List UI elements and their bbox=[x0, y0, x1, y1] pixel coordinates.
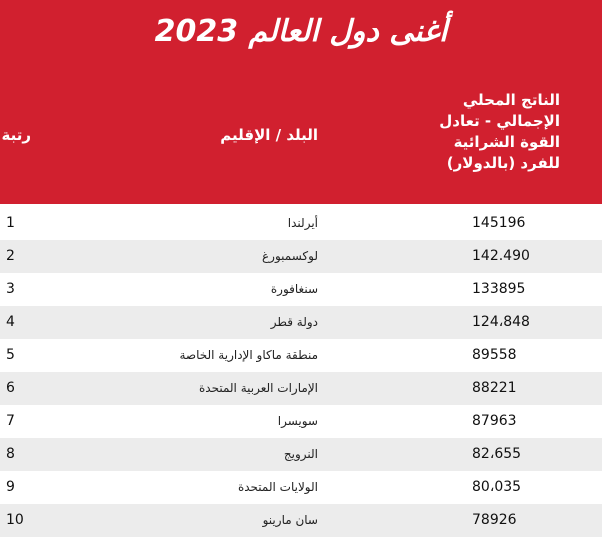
country-cell: النرويج bbox=[283, 447, 318, 461]
rank-cell: 3 bbox=[6, 281, 15, 297]
country-cell: أيرلندا bbox=[287, 216, 318, 230]
gdp-cell: 145196 bbox=[472, 215, 526, 231]
table-row: 3 سنغافورة 133895 bbox=[0, 273, 602, 306]
column-header-gdp: الناتج المحلي الإجمالي - تعادل القوة الش… bbox=[439, 91, 560, 172]
gdp-cell: 124،848 bbox=[472, 314, 530, 330]
gdp-cell: 78926 bbox=[472, 512, 517, 528]
rank-cell: 1 bbox=[6, 215, 15, 231]
gdp-cell: 142.490 bbox=[472, 248, 530, 264]
table-row: 6 الإمارات العربية المتحدة 88221 bbox=[0, 372, 602, 405]
country-cell: سنغافورة bbox=[270, 282, 318, 296]
rank-cell: 7 bbox=[6, 413, 15, 429]
country-cell: الإمارات العربية المتحدة bbox=[199, 381, 318, 395]
country-cell: الولايات المتحدة bbox=[237, 480, 318, 494]
country-cell: منطقة ماكاو الإدارية الخاصة bbox=[179, 348, 318, 362]
gdp-cell: 80،035 bbox=[472, 479, 522, 495]
table-row: 2 لوكسمبورغ 142.490 bbox=[0, 240, 602, 273]
table-row: 4 دولة قطر 124،848 bbox=[0, 306, 602, 339]
table-row: 5 منطقة ماكاو الإدارية الخاصة 89558 bbox=[0, 339, 602, 372]
rank-cell: 10 bbox=[6, 512, 24, 528]
rank-cell: 9 bbox=[6, 479, 15, 495]
gdp-cell: 82،655 bbox=[472, 446, 522, 462]
country-cell: سان مارينو bbox=[262, 513, 318, 527]
page-title: أغنى دول العالم 2023 bbox=[154, 14, 448, 49]
country-cell: سويسرا bbox=[277, 414, 318, 428]
table-row: 9 الولايات المتحدة 80،035 bbox=[0, 471, 602, 504]
gdp-cell: 88221 bbox=[472, 380, 517, 396]
gdp-cell: 133895 bbox=[472, 281, 526, 297]
column-header-country: البلد / الإقليم bbox=[220, 126, 318, 144]
table-row: 8 النرويج 82،655 bbox=[0, 438, 602, 471]
rank-cell: 4 bbox=[6, 314, 15, 330]
table-row: 7 سويسرا 87963 bbox=[0, 405, 602, 438]
rank-cell: 5 bbox=[6, 347, 15, 363]
rank-cell: 2 bbox=[6, 248, 15, 264]
table-row: 10 سان مارينو 78926 bbox=[0, 504, 602, 537]
table-header: أغنى دول العالم 2023 رتبة البلد / الإقلي… bbox=[0, 0, 602, 204]
gdp-cell: 87963 bbox=[472, 413, 517, 429]
table-row: 1 أيرلندا 145196 bbox=[0, 207, 602, 240]
gdp-cell: 89558 bbox=[472, 347, 517, 363]
country-cell: دولة قطر bbox=[270, 315, 318, 329]
country-cell: لوكسمبورغ bbox=[262, 249, 318, 263]
table-body: 1 أيرلندا 145196 2 لوكسمبورغ 142.490 3 س… bbox=[0, 207, 602, 537]
rank-cell: 8 bbox=[6, 446, 15, 462]
rank-cell: 6 bbox=[6, 380, 15, 396]
column-header-rank: رتبة bbox=[1, 126, 32, 144]
